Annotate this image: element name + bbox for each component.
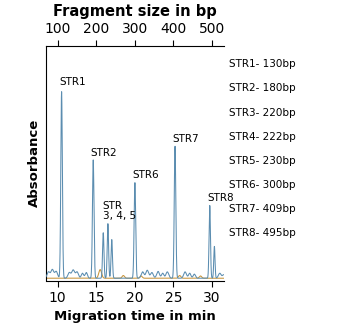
Text: STR5- 230bp: STR5- 230bp (229, 156, 296, 166)
Text: STR6- 300bp: STR6- 300bp (229, 180, 295, 190)
Text: STR7: STR7 (172, 134, 199, 144)
Text: STR7- 409bp: STR7- 409bp (229, 204, 296, 214)
Text: STR8: STR8 (207, 193, 234, 203)
Text: STR8- 495bp: STR8- 495bp (229, 228, 296, 238)
Text: STR1: STR1 (59, 77, 86, 87)
X-axis label: Migration time in min: Migration time in min (54, 311, 216, 323)
Text: STR2: STR2 (91, 148, 117, 158)
Text: STR4- 222bp: STR4- 222bp (229, 132, 296, 142)
Text: STR1- 130bp: STR1- 130bp (229, 59, 296, 69)
Text: STR2- 180bp: STR2- 180bp (229, 83, 296, 93)
Y-axis label: Absorbance: Absorbance (28, 119, 40, 208)
Text: STR
3, 4, 5: STR 3, 4, 5 (103, 201, 136, 221)
Text: STR6: STR6 (132, 170, 159, 181)
X-axis label: Fragment size in bp: Fragment size in bp (53, 4, 217, 19)
Text: STR3- 220bp: STR3- 220bp (229, 108, 296, 117)
